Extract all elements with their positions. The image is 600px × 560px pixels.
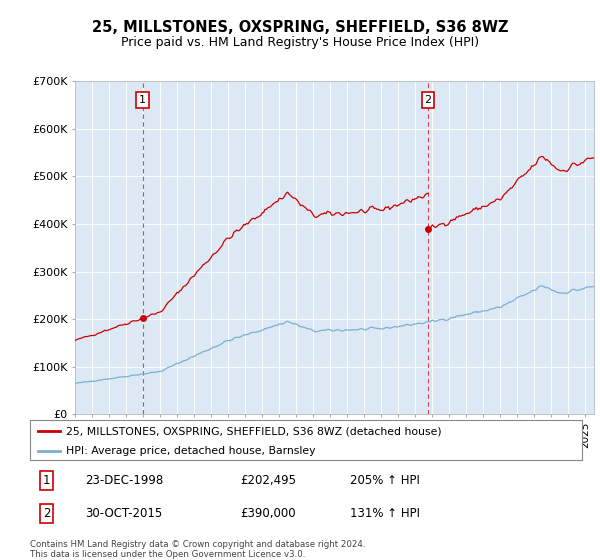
Text: 131% ↑ HPI: 131% ↑ HPI: [350, 507, 420, 520]
Text: 25, MILLSTONES, OXSPRING, SHEFFIELD, S36 8WZ (detached house): 25, MILLSTONES, OXSPRING, SHEFFIELD, S36…: [66, 426, 442, 436]
Text: 2: 2: [425, 95, 431, 105]
Text: Price paid vs. HM Land Registry's House Price Index (HPI): Price paid vs. HM Land Registry's House …: [121, 36, 479, 49]
Text: Contains HM Land Registry data © Crown copyright and database right 2024.
This d: Contains HM Land Registry data © Crown c…: [30, 540, 365, 559]
Text: 30-OCT-2015: 30-OCT-2015: [85, 507, 163, 520]
Text: HPI: Average price, detached house, Barnsley: HPI: Average price, detached house, Barn…: [66, 446, 316, 456]
Text: 23-DEC-1998: 23-DEC-1998: [85, 474, 163, 487]
Text: 1: 1: [139, 95, 146, 105]
Text: 2: 2: [43, 507, 50, 520]
Text: 25, MILLSTONES, OXSPRING, SHEFFIELD, S36 8WZ: 25, MILLSTONES, OXSPRING, SHEFFIELD, S36…: [92, 20, 508, 35]
Text: £390,000: £390,000: [240, 507, 295, 520]
Text: £202,495: £202,495: [240, 474, 296, 487]
Text: 205% ↑ HPI: 205% ↑ HPI: [350, 474, 420, 487]
Text: 1: 1: [43, 474, 50, 487]
